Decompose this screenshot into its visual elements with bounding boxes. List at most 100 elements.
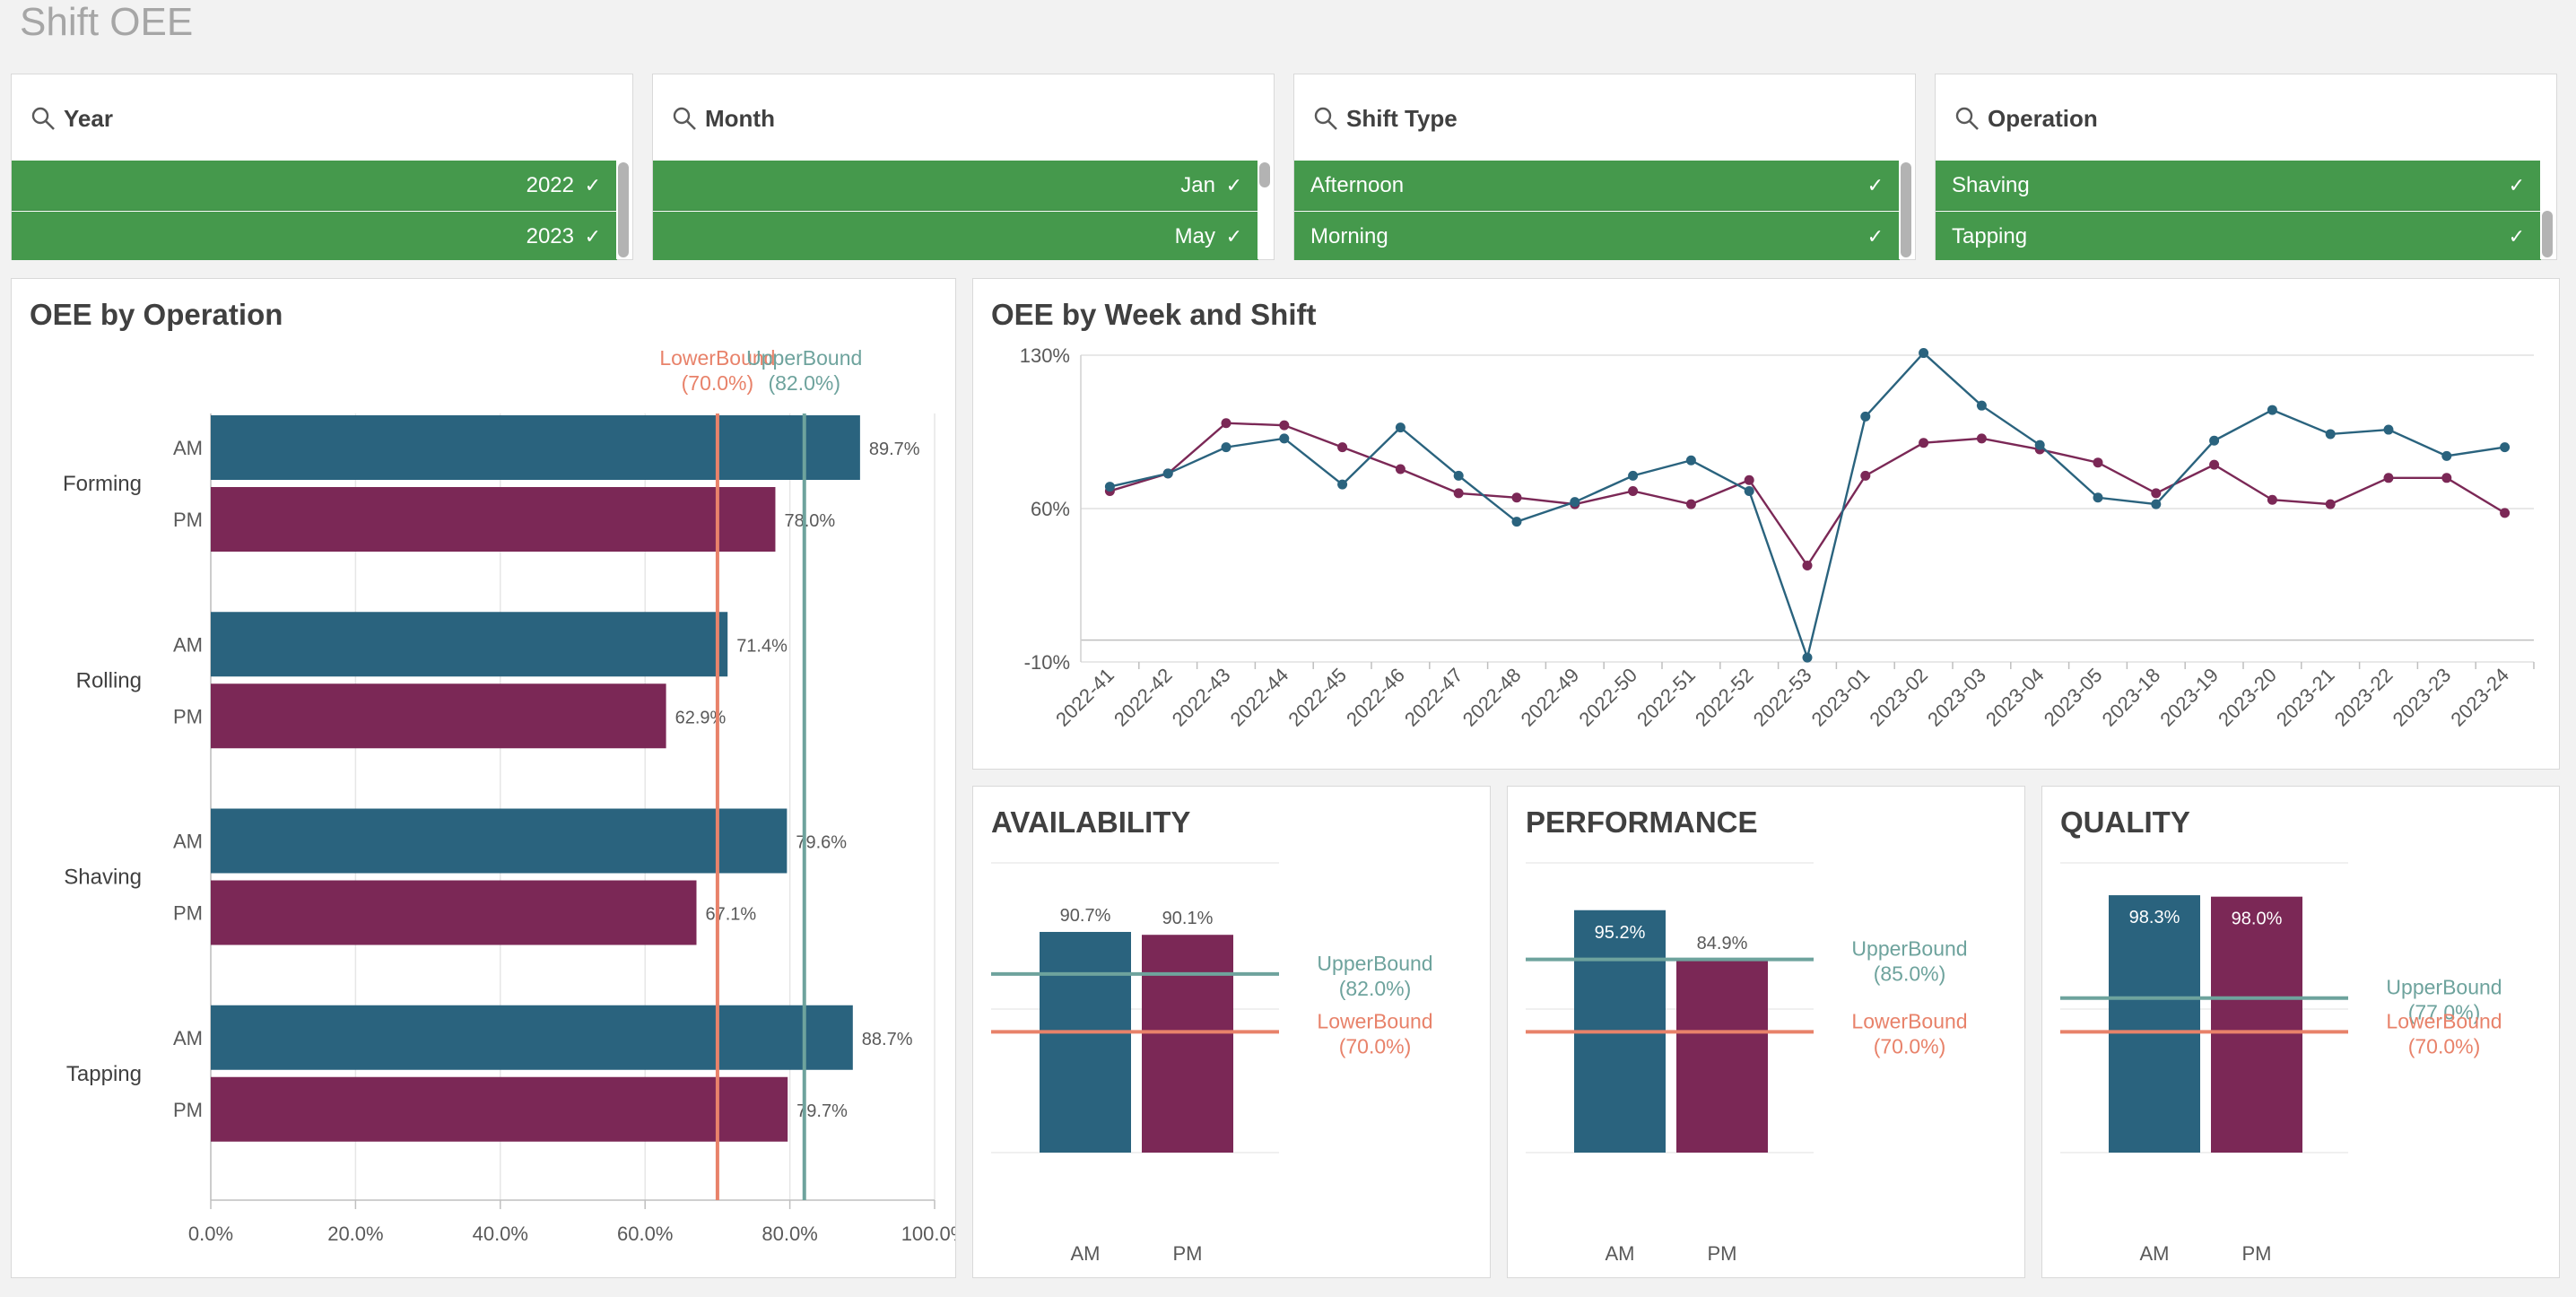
- search-icon[interactable]: [1954, 105, 1980, 132]
- filter-header[interactable]: Shift Type: [1294, 74, 1915, 161]
- filter-item[interactable]: 2022 ✓: [12, 161, 617, 211]
- bar-am-forming: [211, 415, 860, 480]
- oee-by-operation-panel[interactable]: OEE by Operation 0.0% 20.0% 40.0% 60.0% 80.0…: [11, 278, 956, 1278]
- availability-chart[interactable]: 90.7% AM 90.1% PM UpperBound(82.0%) LowerBoun…: [973, 787, 1490, 1277]
- x-tick-label: 2023-22: [2330, 664, 2398, 731]
- scrollbar-thumb[interactable]: [1901, 162, 1911, 257]
- scrollbar[interactable]: [1899, 161, 1913, 259]
- oee-by-week-panel[interactable]: OEE by Week and Shift 130% 60% -10% 2022-41…: [972, 278, 2560, 770]
- data-point-am: [1628, 470, 1639, 481]
- quality-panel[interactable]: QUALITY 98.3% AM 98.0% PM UpperBound (77.0%) L…: [2041, 786, 2560, 1278]
- data-point-am: [1802, 652, 1813, 663]
- bar-pm-rolling: [211, 683, 666, 749]
- x-tick-label: 40.0%: [473, 1223, 528, 1245]
- scrollbar-thumb[interactable]: [2542, 211, 2553, 257]
- filter-header[interactable]: Year: [12, 74, 632, 161]
- filter-operation[interactable]: Operation Shaving ✓ Tapping ✓: [1935, 74, 2557, 260]
- series-label: AM: [173, 1027, 203, 1049]
- x-tick-label: 2023-20: [2214, 664, 2281, 731]
- scrollbar[interactable]: [1258, 161, 1272, 259]
- x-tick-label: 2023-02: [1865, 664, 1932, 731]
- page-title: Shift OEE: [20, 0, 194, 44]
- filter-header[interactable]: Operation: [1936, 74, 2556, 161]
- data-point-am: [1453, 470, 1464, 481]
- data-point-pm: [1976, 433, 1987, 444]
- filter-header[interactable]: Month: [653, 74, 1274, 161]
- x-tick-label: PM: [1708, 1242, 1737, 1265]
- x-tick-label: PM: [1173, 1242, 1203, 1265]
- data-point-am: [2093, 492, 2103, 503]
- performance-chart[interactable]: 95.2% AM 84.9% PM UpperBound(85.0%) LowerBoun…: [1508, 787, 2024, 1277]
- bar-pm-forming: [211, 487, 776, 552]
- x-tick-label: 80.0%: [761, 1223, 817, 1245]
- data-point-pm: [1511, 492, 1522, 503]
- availability-panel[interactable]: AVAILABILITY 90.7% AM 90.1% PM UpperBound (82…: [972, 786, 1491, 1278]
- quality-chart[interactable]: 98.3% AM 98.0% PM UpperBound(77.0%)LowerBoun…: [2042, 787, 2559, 1277]
- reference-value-label: (82.0%): [768, 371, 840, 395]
- oee-by-operation-chart[interactable]: 0.0% 20.0% 40.0% 60.0% 80.0% 100.0% Forming AM 8…: [12, 279, 955, 1277]
- filter-title: Operation: [1988, 105, 2098, 132]
- bar-am-tapping: [211, 1005, 853, 1070]
- search-icon[interactable]: [30, 105, 57, 132]
- data-point-pm: [2383, 473, 2394, 483]
- filter-month[interactable]: Month Jan ✓ May ✓: [652, 74, 1275, 260]
- reference-label: LowerBound: [2386, 1009, 2502, 1032]
- data-point-am: [1221, 442, 1231, 453]
- reference-label: LowerBound: [1851, 1009, 1967, 1032]
- data-point-am: [1744, 485, 1754, 496]
- filter-shift-type[interactable]: Shift Type Afternoon ✓ Morning ✓: [1293, 74, 1916, 260]
- x-tick-label: 0.0%: [188, 1223, 233, 1245]
- performance-panel[interactable]: PERFORMANCE 95.2% AM 84.9% PM UpperBound (85.…: [1507, 786, 2025, 1278]
- bar-am: [2109, 895, 2200, 1153]
- filter-item[interactable]: Tapping ✓: [1936, 212, 2541, 260]
- x-tick-label: 2022-46: [1342, 664, 1409, 731]
- filter-title: Month: [705, 105, 775, 132]
- x-tick-label: 2023-23: [2389, 664, 2456, 731]
- series-label: PM: [173, 1099, 203, 1121]
- filter-item[interactable]: Shaving ✓: [1936, 161, 2541, 211]
- data-point-pm: [2209, 459, 2220, 470]
- x-tick-label: 2023-19: [2155, 664, 2223, 731]
- scrollbar-thumb[interactable]: [1259, 162, 1270, 187]
- filter-year[interactable]: Year 2022 ✓ 2023 ✓: [11, 74, 633, 260]
- x-tick-label: 2022-42: [1110, 664, 1177, 731]
- filter-item-label: 2022: [526, 173, 574, 197]
- reference-value-label: (82.0%): [1339, 977, 1412, 1000]
- data-point-pm: [2151, 488, 2162, 499]
- oee-by-week-chart[interactable]: 130%60%-10%2022-412022-422022-432022-442…: [973, 279, 2559, 769]
- filter-item-label: Shaving: [1952, 173, 2030, 197]
- search-icon[interactable]: [1312, 105, 1339, 132]
- data-point-am: [1279, 433, 1290, 444]
- x-tick-label: AM: [2140, 1242, 2170, 1265]
- data-point-pm: [1860, 470, 1871, 481]
- filter-item[interactable]: Morning ✓: [1294, 212, 1900, 260]
- data-point-pm: [1919, 438, 1929, 448]
- check-icon: ✓: [1225, 225, 1242, 248]
- y-tick-label: 130%: [1020, 344, 1070, 367]
- data-point-pm: [1279, 420, 1290, 431]
- data-point-am: [1860, 411, 1871, 422]
- category-label: Forming: [63, 472, 142, 496]
- filter-item[interactable]: May ✓: [653, 212, 1258, 260]
- data-point-am: [2325, 429, 2336, 440]
- bar-pm: [2211, 896, 2302, 1153]
- data-label: 62.9%: [675, 708, 727, 727]
- bar-pm-shaving: [211, 880, 697, 945]
- scrollbar[interactable]: [616, 161, 631, 259]
- search-icon[interactable]: [671, 105, 698, 132]
- chart-title: OEE by Week and Shift: [991, 298, 1317, 331]
- data-label: 88.7%: [862, 1030, 913, 1049]
- filter-item[interactable]: Afternoon ✓: [1294, 161, 1900, 211]
- scrollbar[interactable]: [2540, 161, 2554, 259]
- x-tick-label: 2022-41: [1051, 664, 1118, 731]
- data-point-am: [1162, 468, 1173, 479]
- data-point-am: [1976, 400, 1987, 411]
- filter-item[interactable]: Jan ✓: [653, 161, 1258, 211]
- filter-item-label: Jan: [1180, 173, 1215, 197]
- scrollbar-thumb[interactable]: [618, 162, 629, 257]
- filter-item[interactable]: 2023 ✓: [12, 212, 617, 260]
- data-label: 78.0%: [784, 511, 835, 531]
- data-point-pm: [1802, 561, 1813, 571]
- filter-item-label: May: [1174, 224, 1215, 248]
- check-icon: ✓: [2508, 174, 2525, 196]
